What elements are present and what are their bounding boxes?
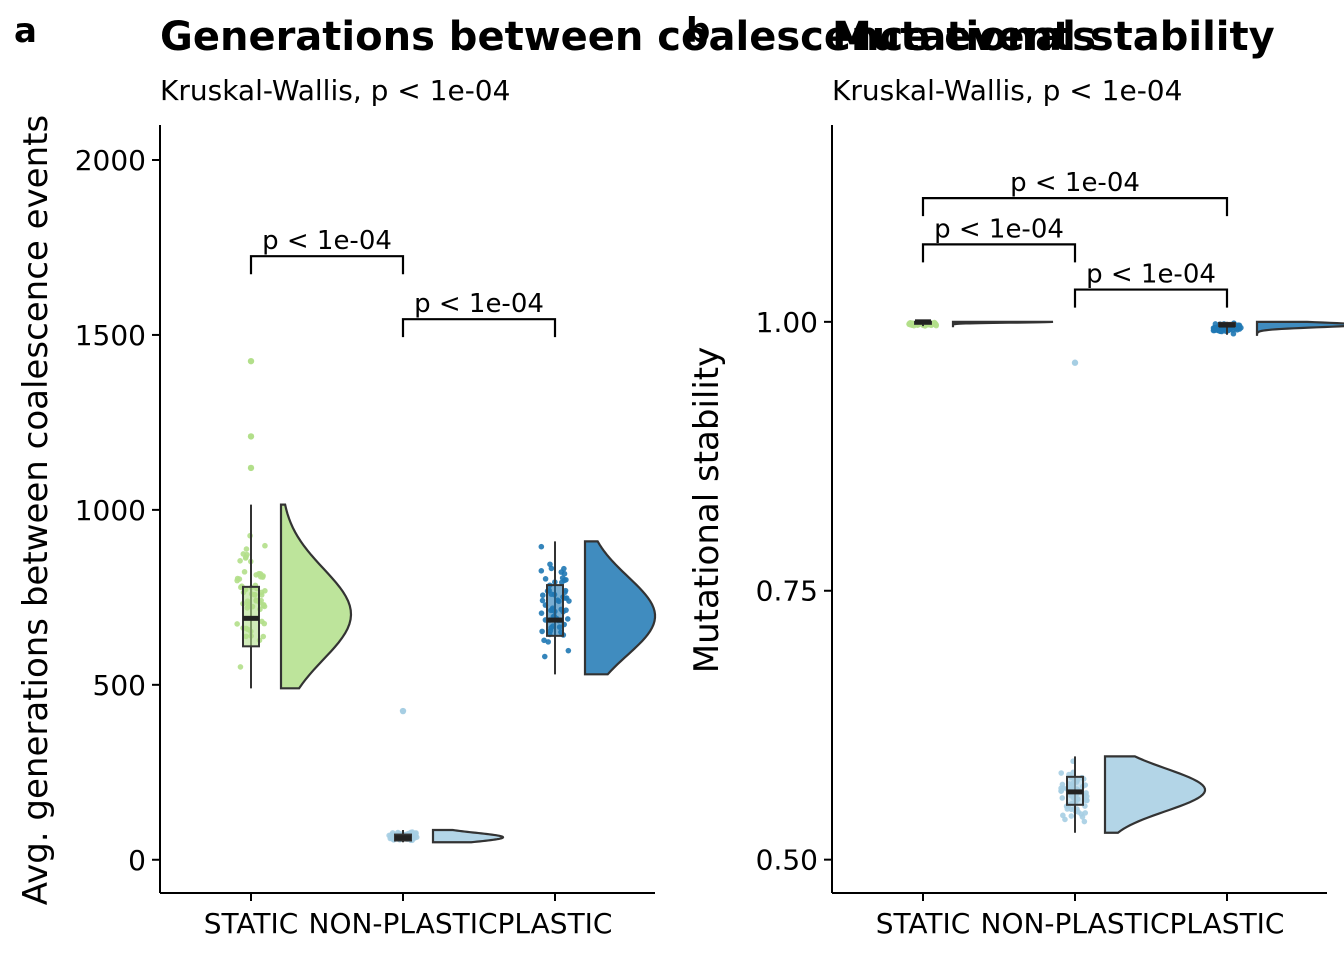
panel-a-subtitle: Kruskal-Wallis, p < 1e-04 [160,74,510,107]
panel-b-y-axis-label: Mutational stability [687,347,727,674]
data-point [563,576,569,583]
y-tick-label: 0 [128,844,146,877]
panel-b-subtitle: Kruskal-Wallis, p < 1e-04 [832,74,1182,107]
data-point [1059,795,1066,801]
significance-bracket [249,255,405,275]
data-point [1083,793,1090,800]
violin-non-plastic [1103,755,1207,834]
x-tick-label: NON-PLASTIC [309,907,498,940]
outlier-point [399,707,407,715]
x-tick-label: STATIC [204,907,299,940]
x-tick-label: NON-PLASTIC [981,907,1170,940]
data-point [387,835,394,842]
x-tick-label: STATIC [876,907,971,940]
significance-bracket [921,197,1229,217]
violin-non-plastic [431,828,505,844]
data-point [563,607,569,613]
violin-static [951,320,1054,327]
box-plastic [546,584,564,637]
panel-b-title: Mutational stability [832,14,1275,60]
data-point [260,601,267,608]
data-point [244,551,250,558]
data-point [538,543,545,550]
data-point [261,620,268,627]
violin-plastic [583,540,657,676]
violin-plastic [1255,320,1344,336]
outlier-point [247,464,255,472]
data-point [539,597,546,604]
data-point [243,546,250,552]
data-point [413,830,419,836]
data-point [262,542,268,549]
significance-label: p < 1e-04 [1086,260,1216,290]
y-tick-label: 500 [93,669,146,702]
data-point [237,557,243,564]
significance-bracket [401,318,557,338]
data-point [558,569,565,575]
data-point [565,647,572,654]
significance-label: p < 1e-04 [934,214,1064,244]
data-point [1058,770,1065,776]
data-point [241,569,248,575]
data-point [539,628,545,635]
outlier-point [247,433,255,440]
data-point [1060,812,1066,819]
significance-label: p < 1e-04 [1010,168,1140,198]
outlier-point [1071,359,1079,366]
data-point [1081,818,1088,825]
data-point [541,653,548,660]
panel-a-plot: 0 500 1000 1500 2000 STATIC NON-PLASTIC PLASTIC… [75,125,657,940]
x-tick-label: PLASTIC [1170,907,1285,940]
panel-a-title: Generations between coalescence events [160,14,1096,60]
data-point [1058,788,1065,794]
y-tick-label: 0.75 [756,575,818,608]
y-tick-label: 1500 [75,319,146,352]
significance-label: p < 1e-04 [414,289,544,319]
y-tick-label: 1000 [75,494,146,527]
data-point [1083,797,1090,804]
panel-b-tag: b [686,11,710,51]
significance-bracket [921,243,1077,263]
data-point [548,565,555,572]
data-point [237,664,244,670]
data-point [545,639,552,645]
data-point [256,570,262,577]
y-tick-label: 0.50 [756,844,818,877]
data-point [542,576,549,582]
data-point [538,567,545,574]
significance-bracket [1073,288,1229,308]
x-tick-label: PLASTIC [498,907,613,940]
y-tick-label: 1.00 [756,306,818,339]
data-point [260,573,266,579]
panel-a-y-axis-label: Avg. generations between coalescence eve… [16,115,56,905]
violin-static [279,503,353,690]
data-point [933,322,940,329]
data-point [1230,330,1237,337]
panel-a-tag: a [14,11,37,51]
data-point [1210,325,1217,331]
data-point [260,633,267,640]
panel-b-plot: 0.50 0.75 1.00 STATIC NON-PLASTIC PLASTIC p < … [756,125,1344,940]
data-point [1079,814,1086,820]
data-point [1068,813,1075,819]
data-point [236,576,243,582]
data-point [538,610,545,616]
data-point [1082,810,1089,816]
data-point [539,592,546,599]
data-point [563,595,570,601]
significance-label: p < 1e-04 [262,226,392,256]
y-tick-label: 2000 [75,144,146,177]
data-point [564,616,571,622]
data-point [234,621,240,627]
outlier-point [247,357,255,365]
